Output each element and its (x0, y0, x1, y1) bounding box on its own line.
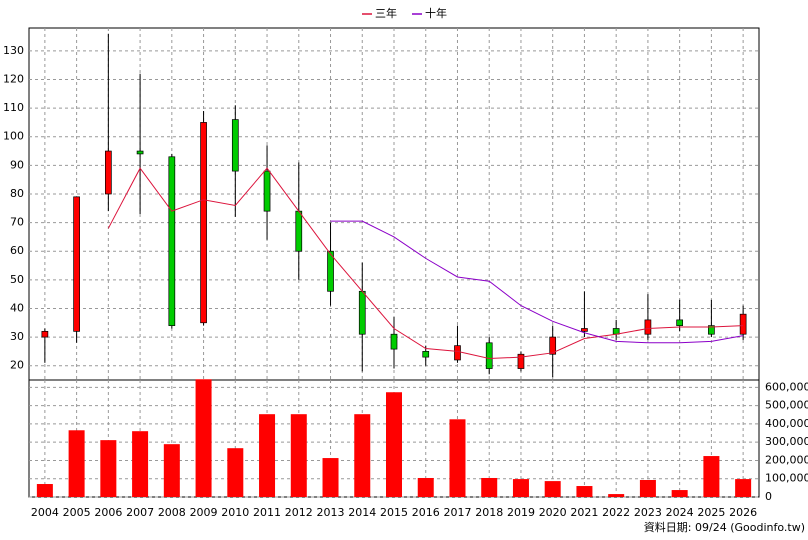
x-tick-label: 2009 (190, 506, 218, 519)
y-tick-label: 30 (10, 330, 24, 343)
volume-bar (735, 479, 752, 497)
ma-line (107, 167, 744, 360)
y-tick-label: 90 (10, 158, 24, 171)
x-tick-label: 2022 (602, 506, 630, 519)
volume-bar (322, 458, 339, 497)
x-tick-label: 2008 (158, 506, 186, 519)
y2-tick-label: 200,000 (765, 453, 808, 466)
x-tick-label: 2006 (94, 506, 122, 519)
volume-bar (132, 431, 149, 497)
ma-line (330, 220, 744, 344)
y-tick-label: 40 (10, 301, 24, 314)
candle-body (581, 328, 588, 332)
candle-body (549, 336, 557, 355)
candle-body (263, 170, 271, 212)
candle-body (739, 313, 747, 335)
y-tick-label: 20 (10, 359, 24, 372)
volume-bar (259, 414, 276, 497)
volume-bar (608, 494, 625, 497)
x-tick-label: 2026 (729, 506, 757, 519)
candle-body (358, 290, 366, 335)
volume-bar (68, 430, 85, 497)
y-tick-label: 130 (3, 44, 24, 57)
y2-tick-label: 400,000 (765, 417, 808, 430)
candle-body (295, 210, 303, 252)
x-tick-label: 2014 (348, 506, 376, 519)
volume-bar (163, 444, 180, 497)
x-tick-label: 2020 (539, 506, 567, 519)
y-tick-label: 100 (3, 130, 24, 143)
candle-body (73, 196, 80, 332)
candle-body (136, 150, 144, 155)
volume-bar (100, 440, 117, 497)
y-tick-label: 120 (3, 73, 24, 86)
candle-body (517, 353, 525, 369)
volume-bar (576, 486, 593, 497)
y-tick-label: 110 (3, 101, 24, 114)
legend-label: 三年 (375, 6, 397, 20)
candle-body (327, 250, 334, 292)
x-tick-label: 2004 (31, 506, 59, 519)
candle-body (104, 150, 112, 195)
y-tick-label: 70 (10, 216, 24, 229)
volume-bar (449, 419, 466, 497)
volume-bar (703, 456, 720, 497)
x-tick-label: 2012 (285, 506, 313, 519)
y2-tick-label: 0 (765, 490, 772, 503)
y2-tick-label: 100,000 (765, 472, 808, 485)
x-tick-label: 2019 (507, 506, 535, 519)
candle-body (41, 330, 49, 338)
volume-bar (227, 448, 244, 497)
volume-bar (671, 490, 688, 497)
x-tick-label: 2025 (697, 506, 725, 519)
y2-tick-label: 600,000 (765, 380, 808, 393)
volume-bar (417, 477, 434, 497)
volume-bar (512, 479, 529, 497)
x-tick-label: 2021 (570, 506, 598, 519)
candle-body (676, 319, 684, 326)
footer: 資料日期: 09/24 (Goodinfo.tw) (644, 520, 805, 534)
y2-tick-label: 500,000 (765, 399, 808, 412)
x-tick-label: 2016 (412, 506, 440, 519)
x-tick-label: 2024 (666, 506, 694, 519)
candle-body (200, 122, 207, 324)
candle-body (231, 119, 239, 172)
volume-bar (386, 392, 402, 497)
x-tick-label: 2007 (126, 506, 154, 519)
x-tick-label: 2015 (380, 506, 408, 519)
x-tick-label: 2010 (221, 506, 249, 519)
candle-body (708, 325, 715, 335)
x-tick-label: 2011 (253, 506, 281, 519)
y2-tick-label: 300,000 (765, 435, 808, 448)
candle-body (422, 351, 430, 358)
candle-body (485, 342, 493, 369)
y-tick-label: 50 (10, 273, 24, 286)
volume-bar (639, 479, 656, 497)
legend-label: 十年 (425, 6, 447, 20)
x-tick-label: 2023 (634, 506, 662, 519)
candle-body (390, 333, 398, 350)
x-tick-label: 2017 (443, 506, 471, 519)
volume-bar (290, 414, 307, 497)
candle-body (644, 319, 652, 335)
candle-body (454, 345, 461, 361)
candle-body (168, 156, 176, 326)
y-tick-label: 60 (10, 244, 24, 257)
x-tick-label: 2013 (317, 506, 345, 519)
volume-bar (195, 379, 212, 497)
volume-bar (36, 484, 53, 497)
x-tick-label: 2005 (63, 506, 91, 519)
volume-bar (544, 481, 561, 497)
y-tick-label: 80 (10, 187, 24, 200)
x-tick-label: 2018 (475, 506, 503, 519)
volume-bar (481, 477, 498, 497)
volume-bar (354, 414, 371, 497)
